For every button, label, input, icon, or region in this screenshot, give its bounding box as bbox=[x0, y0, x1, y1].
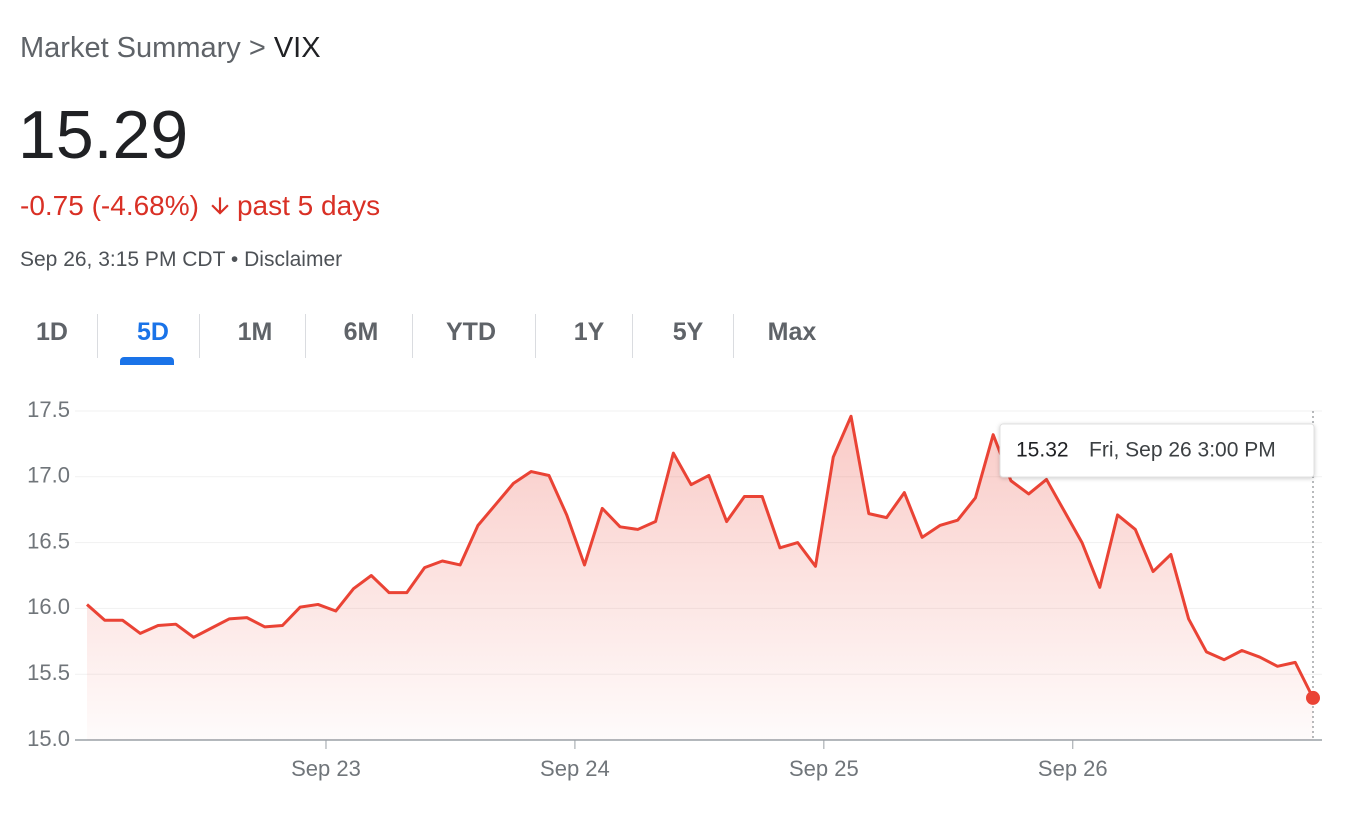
breadcrumb-separator: > bbox=[248, 32, 266, 64]
price: 15.29 bbox=[18, 97, 189, 173]
range-tab[interactable]: Max bbox=[767, 318, 817, 346]
area bbox=[87, 416, 1313, 740]
y-tick-label: 17.0 bbox=[27, 463, 70, 488]
tab-separator bbox=[305, 314, 306, 358]
change: -0.75 (-4.68%) bbox=[20, 190, 199, 221]
range-tab[interactable]: 1D bbox=[36, 318, 68, 346]
x-tick-label: Sep 26 bbox=[1038, 756, 1108, 781]
dot-separator: • bbox=[230, 248, 239, 271]
tab-separator bbox=[199, 314, 200, 358]
range-tab[interactable]: 5Y bbox=[672, 318, 704, 346]
change-line: -0.75 (-4.68%) past 5 days bbox=[20, 190, 380, 222]
breadcrumb: Market Summary > VIX bbox=[20, 32, 321, 65]
range-tab[interactable]: 6M bbox=[343, 318, 379, 346]
range-tab[interactable]: 1M bbox=[237, 318, 273, 346]
tooltip-date: Fri, Sep 26 3:00 PM bbox=[1089, 439, 1276, 462]
x-tick-label: Sep 23 bbox=[291, 756, 361, 781]
y-tick-label: 17.5 bbox=[27, 397, 70, 422]
x-tick-label: Sep 24 bbox=[540, 756, 610, 781]
period: past 5 days bbox=[236, 190, 381, 221]
y-tick-label: 16.0 bbox=[27, 594, 70, 619]
range-tab[interactable]: 1Y bbox=[573, 318, 605, 346]
last-point bbox=[1306, 690, 1320, 705]
disclaimer[interactable]: Disclaimer bbox=[244, 248, 343, 271]
down-arrow bbox=[211, 197, 229, 215]
range-tab[interactable]: 5D bbox=[137, 318, 169, 346]
y-tick-label: 15.0 bbox=[27, 726, 70, 751]
range-tab[interactable]: YTD bbox=[446, 318, 496, 346]
tab-separator bbox=[733, 314, 734, 358]
y-tick-label: 16.5 bbox=[27, 528, 70, 553]
symbol: VIX bbox=[273, 32, 321, 64]
tooltip: 15.32 Fri, Sep 26 3:00 PM bbox=[999, 423, 1315, 478]
y-tick-label: 15.5 bbox=[27, 660, 70, 685]
tab-separator bbox=[535, 314, 536, 358]
timestamp: Sep 26, 3:15 PM CDT bbox=[20, 248, 226, 271]
tab-separator bbox=[412, 314, 413, 358]
timestamp-line: Sep 26, 3:15 PM CDT • Disclaimer bbox=[20, 248, 342, 272]
tab-separator bbox=[97, 314, 98, 358]
breadcrumb-link[interactable]: Market Summary bbox=[20, 32, 241, 64]
tooltip-box bbox=[999, 423, 1315, 478]
tab-separator bbox=[632, 314, 633, 358]
x-tick-label: Sep 25 bbox=[789, 756, 859, 781]
line bbox=[86, 414, 1315, 699]
tooltip-value: 15.32 bbox=[1016, 439, 1069, 462]
active-underline bbox=[120, 357, 174, 365]
